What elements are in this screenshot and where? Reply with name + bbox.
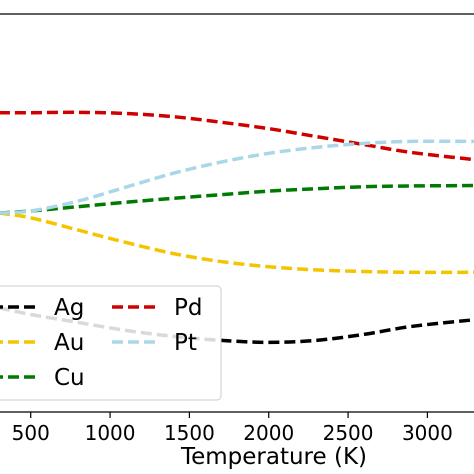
legend-label-pd: Pd [174, 295, 202, 321]
plot-frame [0, 13, 474, 413]
series-line-cu [0, 183, 474, 215]
legend-label-au: Au [54, 330, 84, 356]
x-tick-label: 1000 [85, 421, 136, 445]
x-tick-label: 500 [12, 421, 50, 445]
x-tick-label: 2500 [323, 421, 374, 445]
legend-box [0, 285, 222, 401]
x-axis-title: Temperature (K) [180, 444, 367, 470]
x-axis: 500 1000 1500 2000 2500 3000 [12, 412, 453, 445]
series-line-au [0, 211, 474, 275]
legend: Ag Au Cu Pd Pt [0, 285, 222, 401]
legend-label-ag: Ag [54, 295, 84, 321]
x-tick-label: 1500 [164, 421, 215, 445]
legend-label-pt: Pt [174, 330, 197, 356]
series-line-pt [0, 139, 474, 215]
x-tick-label: 2000 [243, 421, 294, 445]
series-line-pd [0, 110, 474, 162]
x-tick-label: 3000 [402, 421, 453, 445]
legend-label-cu: Cu [54, 365, 85, 391]
